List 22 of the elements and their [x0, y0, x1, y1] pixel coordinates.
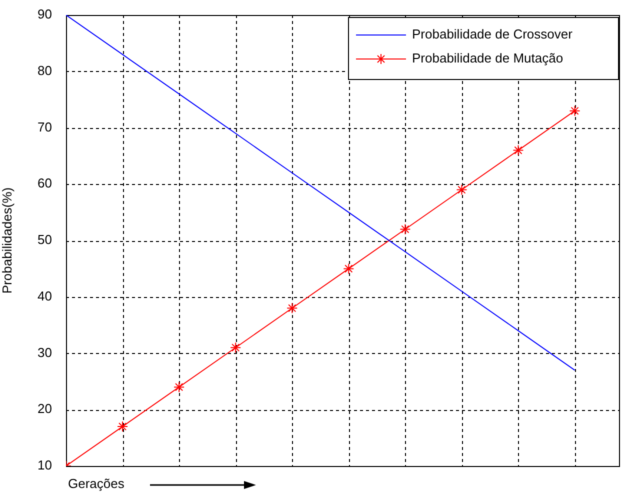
point [456, 184, 468, 196]
point [400, 224, 411, 235]
y-tick-label: 40 [38, 288, 52, 304]
y-tick-label: 30 [38, 344, 52, 360]
point [286, 302, 298, 314]
point [569, 105, 580, 116]
y-tick-label: 80 [38, 62, 52, 78]
point [174, 382, 185, 393]
point [512, 144, 524, 156]
point [343, 263, 354, 274]
point [230, 342, 242, 354]
y-tick-label: 90 [38, 6, 52, 22]
y-tick-label: 70 [38, 119, 52, 134]
legend-label: Probabilidade de Crossover [412, 26, 574, 42]
legend-label: Probabilidade de Mutação [412, 50, 564, 66]
y-axis-title: Probabilidades(%) [0, 187, 14, 294]
y-tick-label: 20 [38, 401, 52, 416]
y-tick-label: 60 [38, 176, 52, 191]
point [117, 421, 128, 432]
y-tick-label: 50 [38, 232, 52, 248]
x-axis-title: Gerações [68, 476, 124, 491]
y-tick-label: 10 [38, 458, 52, 473]
